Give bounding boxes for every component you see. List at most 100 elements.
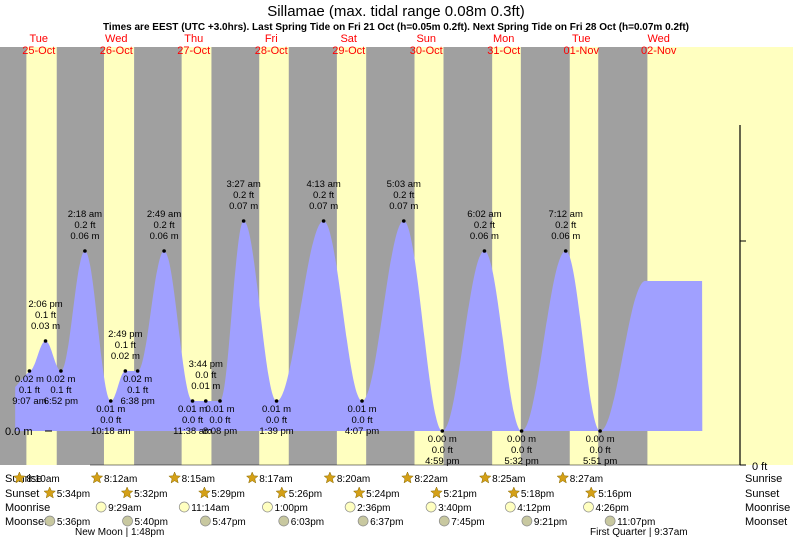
moonset-time: 5:47pm [212,517,245,528]
moon-phase-first-quarter: First Quarter | 9:37am [590,527,688,538]
day-date: 28-Oct [255,45,288,57]
sun-star-icon [352,486,366,499]
moonrise-time: 3:40pm [438,503,471,514]
extreme-label: 0.0 ft [590,445,611,456]
extreme-dot [360,399,364,403]
sunset-time: 5:16pm [598,489,631,500]
tide-curve [15,221,703,431]
day-name: Sun [416,33,436,45]
sun-star-icon [198,486,211,499]
day-date: 31-Oct [487,45,520,57]
extreme-dot [563,249,568,253]
row-label-right: Sunset [745,488,779,500]
extreme-label: 1:39 pm [259,426,293,437]
sunrise-time: 8:10am [26,474,59,485]
sunset-time: 5:24pm [366,489,399,500]
moonset-time: 6:37pm [370,517,403,528]
extreme-dot [190,399,195,403]
moonrise-time: 4:12pm [517,503,550,514]
moonset-time: 9:21pm [534,517,567,528]
sun-star-icon [584,486,598,499]
row-label-left: Moonrise [5,502,50,514]
extreme-dot [218,399,222,403]
extreme-label: 0.2 ft [555,220,576,231]
day-date: 25-Oct [22,45,55,57]
sun-star-icon [401,471,414,484]
moon-icon [44,515,56,527]
day-name: Wed [105,33,127,45]
day-name: Tue [572,33,591,45]
moon-icon [583,501,594,513]
extreme-label: 11:38 am [173,426,212,437]
sunrise-time: 8:25am [492,474,525,485]
day-name: Sat [340,33,357,45]
row-label-right: Sunrise [745,473,782,485]
extreme-dot [123,369,128,373]
sun-star-icon [275,486,289,499]
extreme-label: 7:12 am [549,209,583,220]
extreme-label: 0.01 m [205,404,234,415]
sunset-time: 5:34pm [57,489,90,500]
extreme-label: 0.0 ft [511,445,532,456]
moon-icon [438,515,450,527]
moon-icon [95,501,107,513]
extreme-label: 0.07 m [229,201,258,212]
day-date: 30-Oct [410,45,443,57]
extreme-label: 2:06 pm [28,299,62,310]
right-axis-label: 0 ft [752,461,767,473]
sun-star-icon [90,471,104,484]
sunset-time: 5:21pm [444,489,477,500]
extreme-label: 0.07 m [309,201,338,212]
moonset-time: 6:03pm [291,517,324,528]
extreme-label: 0.0 ft [100,415,121,426]
day-headers: Tue25-OctWed26-OctThu27-OctFri28-OctSat2… [22,33,677,57]
moon-icon [604,515,616,527]
extreme-label: 0.00 m [428,434,457,445]
extreme-label: 4:59 pm [425,456,459,467]
sun-star-icon [507,486,521,499]
extreme-labels: 0.02 m0.1 ft9:07 am2:06 pm0.1 ft0.03 m0.… [12,179,617,467]
extreme-label: 0.0 ft [266,415,287,426]
extreme-dot [27,369,32,373]
extreme-label: 0.06 m [470,231,499,242]
sun-star-icon [13,471,26,484]
extreme-label: 8:08 pm [203,426,237,437]
extreme-label: 0.2 ft [233,190,254,201]
extreme-label: 0.06 m [551,231,580,242]
sun-star-icon [43,486,57,499]
moon-phase-new: New Moon | 1:48pm [75,527,164,538]
extreme-label: 0.2 ft [313,190,334,201]
sunrise-time: 8:17am [259,474,292,485]
extreme-dot [321,219,326,223]
extreme-dot [401,219,406,223]
extreme-label: 4:07 pm [345,426,379,437]
extreme-dot [519,429,524,433]
moonset-time: 5:36pm [57,517,90,528]
extreme-label: 0.1 ft [35,310,56,321]
extreme-label: 0.02 m [46,374,75,385]
extreme-label: 0.07 m [389,201,418,212]
chart-subtitle: Times are EEST (UTC +3.0hrs). Last Sprin… [103,22,689,33]
sunset-time: 5:18pm [521,489,554,500]
moon-icon [278,515,290,527]
moon-icon [178,501,190,513]
sunset-time: 5:32pm [134,489,167,500]
extreme-label: 5:51 pm [583,456,617,467]
day-date: 29-Oct [332,45,365,57]
extreme-dot [598,429,602,433]
sunrise-time: 8:27am [570,474,603,485]
extreme-dot [83,249,87,253]
sun-star-icon [430,486,443,499]
extreme-dot [203,399,208,403]
moonset-time: 7:45pm [451,517,484,528]
extreme-dot [59,369,63,373]
extreme-dot [108,399,113,403]
extreme-label: 6:02 am [467,209,501,220]
sunrise-time: 8:12am [104,474,137,485]
extreme-label: 0.2 ft [474,220,495,231]
extreme-label: 0.01 m [348,404,377,415]
left-axis-label: 0.0 m [5,426,33,438]
row-label-left: Sunset [5,488,39,500]
